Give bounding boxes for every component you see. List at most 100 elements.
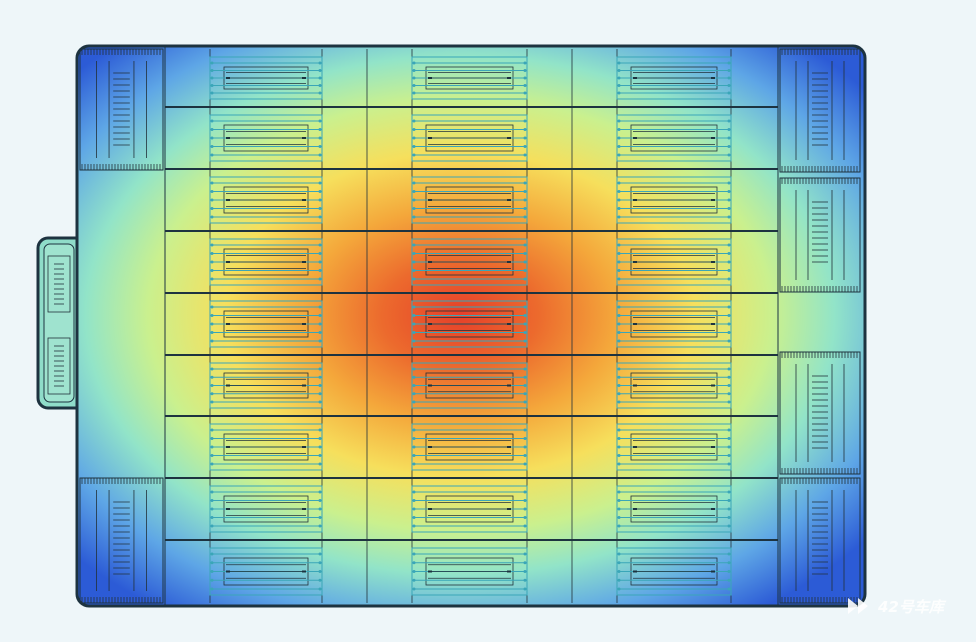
via — [210, 322, 214, 326]
via — [617, 524, 621, 528]
via — [412, 561, 416, 565]
via — [727, 578, 731, 582]
via — [412, 587, 416, 591]
via — [523, 392, 527, 396]
via — [727, 269, 731, 272]
via — [210, 76, 214, 80]
via — [523, 339, 527, 343]
via — [318, 462, 322, 466]
via — [318, 322, 322, 326]
via — [727, 190, 731, 193]
via — [412, 119, 416, 123]
via — [617, 136, 621, 140]
via — [617, 561, 621, 565]
via — [412, 314, 416, 317]
via — [523, 269, 527, 272]
via — [318, 136, 322, 140]
via — [210, 84, 214, 87]
via — [523, 437, 527, 440]
via — [412, 400, 416, 404]
compute-block — [616, 423, 732, 471]
via — [727, 384, 731, 387]
via — [617, 91, 621, 95]
via — [210, 367, 214, 371]
via — [727, 428, 731, 432]
via — [727, 61, 731, 65]
compute-block — [209, 423, 323, 471]
via — [412, 339, 416, 343]
io-block — [79, 477, 164, 604]
via — [617, 69, 621, 72]
via — [727, 119, 731, 123]
via — [523, 314, 527, 317]
via — [617, 76, 621, 80]
via — [617, 145, 621, 148]
via — [210, 252, 214, 255]
via — [318, 384, 322, 387]
via — [412, 215, 416, 219]
via — [727, 570, 731, 573]
via — [318, 499, 322, 502]
compute-block — [209, 547, 323, 596]
via — [617, 269, 621, 272]
via — [210, 339, 214, 343]
via — [523, 181, 527, 185]
via — [412, 91, 416, 95]
via — [523, 507, 527, 511]
via — [318, 367, 322, 371]
via — [318, 207, 322, 210]
via — [617, 375, 621, 379]
watermark-logo — [848, 598, 868, 614]
via — [617, 587, 621, 591]
via — [210, 578, 214, 582]
via — [412, 524, 416, 528]
via — [318, 243, 322, 247]
via — [210, 314, 214, 317]
via — [318, 392, 322, 396]
via — [210, 91, 214, 95]
via — [210, 136, 214, 140]
chip-body — [75, 44, 867, 608]
via — [210, 215, 214, 219]
via — [412, 490, 416, 494]
compute-block — [616, 176, 732, 224]
via — [617, 516, 621, 519]
via — [523, 84, 527, 87]
via — [727, 331, 731, 334]
via — [727, 136, 731, 140]
via — [727, 499, 731, 502]
via — [617, 437, 621, 440]
compute-block — [209, 300, 323, 348]
via — [318, 516, 322, 519]
via — [412, 445, 416, 449]
via — [210, 69, 214, 72]
via — [523, 145, 527, 148]
via — [727, 516, 731, 519]
via — [318, 181, 322, 185]
via — [210, 507, 214, 511]
via — [523, 552, 527, 556]
via — [617, 400, 621, 404]
via — [617, 322, 621, 326]
compute-block — [616, 485, 732, 533]
via — [412, 190, 416, 193]
watermark: 42号车库 — [848, 598, 947, 616]
via — [617, 243, 621, 247]
via — [210, 445, 214, 449]
via — [318, 524, 322, 528]
via — [727, 69, 731, 72]
via — [727, 207, 731, 210]
via — [318, 260, 322, 264]
via — [617, 392, 621, 396]
via — [617, 445, 621, 449]
io-block — [779, 351, 861, 475]
via — [210, 490, 214, 494]
via — [617, 277, 621, 281]
via — [210, 190, 214, 193]
via — [727, 322, 731, 326]
via — [617, 260, 621, 264]
via — [412, 507, 416, 511]
via — [617, 252, 621, 255]
via — [210, 437, 214, 440]
via — [412, 305, 416, 309]
